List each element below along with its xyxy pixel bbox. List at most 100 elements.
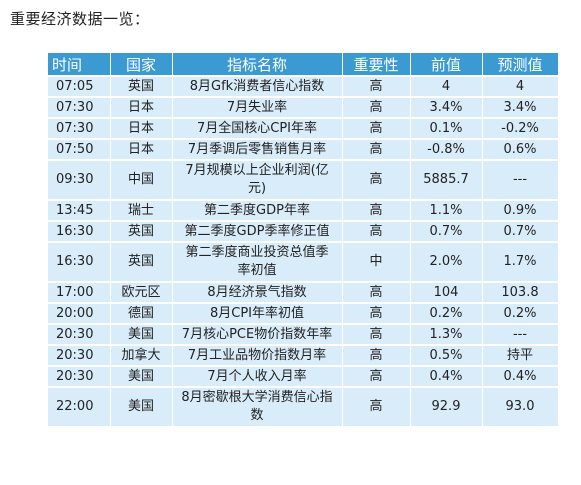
table-row: 22:00 美国 8月密歇根大学消费信心指数高 92.9 93.0 <box>48 386 559 426</box>
cell-importance: 高 <box>342 344 411 366</box>
cell-forecast: -0.2% <box>482 117 559 139</box>
header-time: 时间 <box>48 53 111 76</box>
cell-forecast: 103.8 <box>482 281 559 303</box>
table-body: 07:05 英国 8月Gfk消费者信心指数高 4 4 07:30 日本 7月失业率高 3.4% 3… <box>48 75 559 426</box>
cell-time: 17:00 <box>48 281 111 303</box>
cell-country: 日本 <box>110 138 173 160</box>
table-row: 07:50 日本 7月季调后零售销售月率高 -0.8% 0.6% <box>48 138 559 160</box>
header-indicator: 指标名称 <box>172 53 343 76</box>
cell-country: 英国 <box>110 220 173 242</box>
table-row: 07:30 日本 7月全国核心CPI年率高 0.1% -0.2% <box>48 117 559 139</box>
cell-indicator: 7月工业品物价指数月率 <box>172 344 343 366</box>
cell-forecast: 0.9% <box>482 199 559 221</box>
cell-importance: 高 <box>342 96 411 118</box>
cell-indicator: 7月个人收入月率 <box>172 365 343 387</box>
table-row: 07:05 英国 8月Gfk消费者信心指数高 4 4 <box>48 75 559 97</box>
table-row: 16:30 英国 第二季度GDP季率修正值高 0.7% 0.7% <box>48 220 559 242</box>
table-row: 20:30 加拿大 7月工业品物价指数月率高 0.5% 持平 <box>48 344 559 366</box>
table-row: 20:30 美国 7月核心PCE物价指数年率高 1.3% --- <box>48 323 559 345</box>
cell-importance: 高 <box>342 302 411 324</box>
cell-forecast: 93.0 <box>482 386 559 426</box>
cell-time: 07:05 <box>48 75 111 97</box>
cell-indicator: 第二季度GDP季率修正值 <box>172 220 343 242</box>
cell-importance: 高 <box>342 199 411 221</box>
cell-forecast: 4 <box>482 75 559 97</box>
table-header-row: 时间 国家 指标名称 重要性 前值 预测值 <box>48 53 559 76</box>
table-row: 16:30 英国 第二季度商业投资总值季率初值中 2.0% 1.7% <box>48 241 559 282</box>
cell-importance: 高 <box>342 117 411 139</box>
cell-time: 13:45 <box>48 199 111 221</box>
cell-indicator: 7月核心PCE物价指数年率 <box>172 323 343 345</box>
cell-importance: 中 <box>342 241 411 282</box>
table-row: 07:30 日本 7月失业率高 3.4% 3.4% <box>48 96 559 118</box>
cell-previous: 3.4% <box>410 96 483 118</box>
cell-importance: 高 <box>342 220 411 242</box>
table-row: 20:00 德国 8月CPI年率初值高 0.2% 0.2% <box>48 302 559 324</box>
cell-country: 瑞士 <box>110 199 173 221</box>
cell-time: 07:50 <box>48 138 111 160</box>
cell-time: 07:30 <box>48 96 111 118</box>
cell-country: 英国 <box>110 241 173 282</box>
cell-previous: 0.7% <box>410 220 483 242</box>
cell-country: 日本 <box>110 96 173 118</box>
cell-indicator: 7月失业率 <box>172 96 343 118</box>
cell-previous: 0.2% <box>410 302 483 324</box>
cell-previous: 1.1% <box>410 199 483 221</box>
cell-previous: 0.1% <box>410 117 483 139</box>
cell-time: 20:30 <box>48 344 111 366</box>
cell-previous: -0.8% <box>410 138 483 160</box>
header-forecast: 预测值 <box>482 53 559 76</box>
cell-importance: 高 <box>342 386 411 426</box>
cell-country: 英国 <box>110 75 173 97</box>
cell-time: 16:30 <box>48 241 111 282</box>
cell-previous: 2.0% <box>410 241 483 282</box>
cell-forecast: 3.4% <box>482 96 559 118</box>
cell-time: 22:00 <box>48 386 111 426</box>
header-country: 国家 <box>110 53 173 76</box>
cell-importance: 高 <box>342 281 411 303</box>
cell-forecast: 0.7% <box>482 220 559 242</box>
cell-previous: 0.5% <box>410 344 483 366</box>
cell-importance: 高 <box>342 323 411 345</box>
header-previous: 前值 <box>410 53 483 76</box>
cell-time: 20:30 <box>48 323 111 345</box>
cell-country: 日本 <box>110 117 173 139</box>
cell-time: 07:30 <box>48 117 111 139</box>
cell-forecast: 0.6% <box>482 138 559 160</box>
cell-previous: 104 <box>410 281 483 303</box>
cell-forecast: 1.7% <box>482 241 559 282</box>
cell-country: 美国 <box>110 386 173 426</box>
cell-country: 美国 <box>110 323 173 345</box>
cell-forecast: --- <box>482 159 559 200</box>
economic-data-table-container: 时间 国家 指标名称 重要性 前值 预测值 07:05 英国 8月Gfk消费者信心指… <box>48 53 559 426</box>
cell-country: 欧元区 <box>110 281 173 303</box>
cell-indicator: 7月规模以上企业利润(亿元) <box>172 159 343 200</box>
cell-importance: 高 <box>342 138 411 160</box>
cell-time: 16:30 <box>48 220 111 242</box>
table-row: 20:30 美国 7月个人收入月率高 0.4% 0.4% <box>48 365 559 387</box>
cell-time: 20:00 <box>48 302 111 324</box>
cell-previous: 4 <box>410 75 483 97</box>
cell-forecast: --- <box>482 323 559 345</box>
cell-forecast: 持平 <box>482 344 559 366</box>
page-title: 重要经济数据一览： <box>10 10 150 28</box>
cell-country: 美国 <box>110 365 173 387</box>
cell-indicator: 8月CPI年率初值 <box>172 302 343 324</box>
cell-previous: 5885.7 <box>410 159 483 200</box>
cell-previous: 0.4% <box>410 365 483 387</box>
cell-country: 加拿大 <box>110 344 173 366</box>
cell-previous: 92.9 <box>410 386 483 426</box>
cell-previous: 1.3% <box>410 323 483 345</box>
cell-indicator: 8月经济景气指数 <box>172 281 343 303</box>
cell-importance: 高 <box>342 75 411 97</box>
cell-country: 中国 <box>110 159 173 200</box>
cell-importance: 高 <box>342 365 411 387</box>
cell-indicator: 第二季度GDP年率 <box>172 199 343 221</box>
cell-importance: 高 <box>342 159 411 200</box>
cell-indicator: 7月季调后零售销售月率 <box>172 138 343 160</box>
cell-indicator: 8月密歇根大学消费信心指数 <box>172 386 343 426</box>
table-row: 09:30 中国 7月规模以上企业利润(亿元) 高 5885.7 --- <box>48 159 559 200</box>
cell-indicator: 7月全国核心CPI年率 <box>172 117 343 139</box>
cell-forecast: 0.4% <box>482 365 559 387</box>
table-row: 17:00 欧元区 8月经济景气指数高 104 103.8 <box>48 281 559 303</box>
